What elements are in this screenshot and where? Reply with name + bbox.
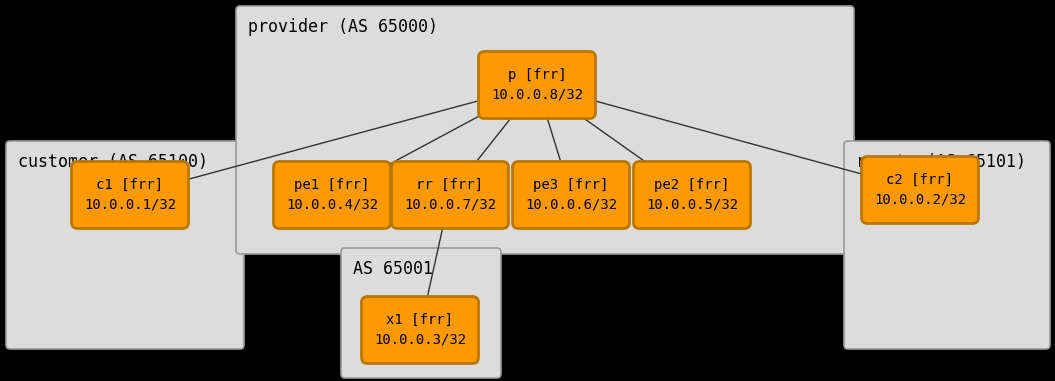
Text: pe3 [frr]
10.0.0.6/32: pe3 [frr] 10.0.0.6/32 <box>525 178 617 212</box>
FancyBboxPatch shape <box>236 6 853 254</box>
Text: p [frr]
10.0.0.8/32: p [frr] 10.0.0.8/32 <box>491 68 583 102</box>
FancyBboxPatch shape <box>479 51 595 118</box>
FancyBboxPatch shape <box>6 141 244 349</box>
Text: c1 [frr]
10.0.0.1/32: c1 [frr] 10.0.0.1/32 <box>84 178 176 212</box>
FancyBboxPatch shape <box>513 162 630 229</box>
FancyBboxPatch shape <box>72 162 189 229</box>
FancyBboxPatch shape <box>362 296 479 363</box>
Text: c2 [frr]
10.0.0.2/32: c2 [frr] 10.0.0.2/32 <box>874 173 966 207</box>
Text: pe2 [frr]
10.0.0.5/32: pe2 [frr] 10.0.0.5/32 <box>646 178 738 212</box>
FancyBboxPatch shape <box>862 157 978 224</box>
Text: AS 65001: AS 65001 <box>353 260 433 278</box>
Text: rr [frr]
10.0.0.7/32: rr [frr] 10.0.0.7/32 <box>404 178 496 212</box>
FancyBboxPatch shape <box>391 162 509 229</box>
Text: provider (AS 65000): provider (AS 65000) <box>248 18 438 36</box>
FancyBboxPatch shape <box>844 141 1050 349</box>
FancyBboxPatch shape <box>341 248 501 378</box>
Text: customer (AS 65100): customer (AS 65100) <box>18 153 208 171</box>
FancyBboxPatch shape <box>273 162 390 229</box>
Text: remote (AS 65101): remote (AS 65101) <box>856 153 1027 171</box>
Text: pe1 [frr]
10.0.0.4/32: pe1 [frr] 10.0.0.4/32 <box>286 178 378 212</box>
FancyBboxPatch shape <box>633 162 750 229</box>
Text: x1 [frr]
10.0.0.3/32: x1 [frr] 10.0.0.3/32 <box>373 313 466 347</box>
